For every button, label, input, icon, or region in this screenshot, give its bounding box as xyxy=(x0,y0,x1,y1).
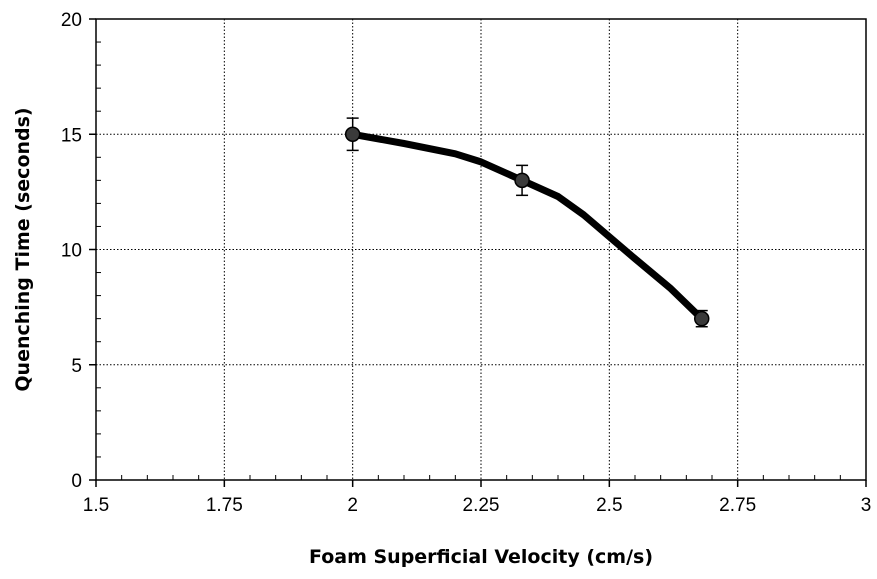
x-axis-tick-labels: 1.5 1.75 2 2.25 2.5 2.75 3 xyxy=(83,495,872,516)
data-point xyxy=(693,310,710,327)
grid-lines xyxy=(96,19,866,480)
y-tick-label: 15 xyxy=(61,125,82,146)
y-tick-label: 5 xyxy=(71,356,82,377)
x-tick-label: 3 xyxy=(861,495,872,516)
data-point xyxy=(344,126,361,142)
y-axis-tick-labels: 0 5 10 15 20 xyxy=(61,10,82,492)
x-axis-title: Foam Superficial Velocity (cm/s) xyxy=(309,546,653,568)
minor-ticks xyxy=(96,41,841,480)
x-tick-label: 2.5 xyxy=(596,495,622,516)
x-tick-label: 2 xyxy=(347,495,358,516)
y-tick-label: 10 xyxy=(61,241,82,262)
data-point xyxy=(514,172,530,189)
y-tick-label: 20 xyxy=(61,10,82,31)
series-layer xyxy=(344,117,710,328)
x-tick-label: 2.75 xyxy=(719,495,756,516)
y-tick-label: 0 xyxy=(71,471,82,492)
x-tick-label: 1.5 xyxy=(83,495,109,516)
series-line xyxy=(349,130,706,323)
x-tick-label: 1.75 xyxy=(206,495,243,516)
y-axis-title: Quenching Time (seconds) xyxy=(12,107,34,391)
x-tick-label: 2.25 xyxy=(463,495,500,516)
major-ticks xyxy=(89,18,867,487)
